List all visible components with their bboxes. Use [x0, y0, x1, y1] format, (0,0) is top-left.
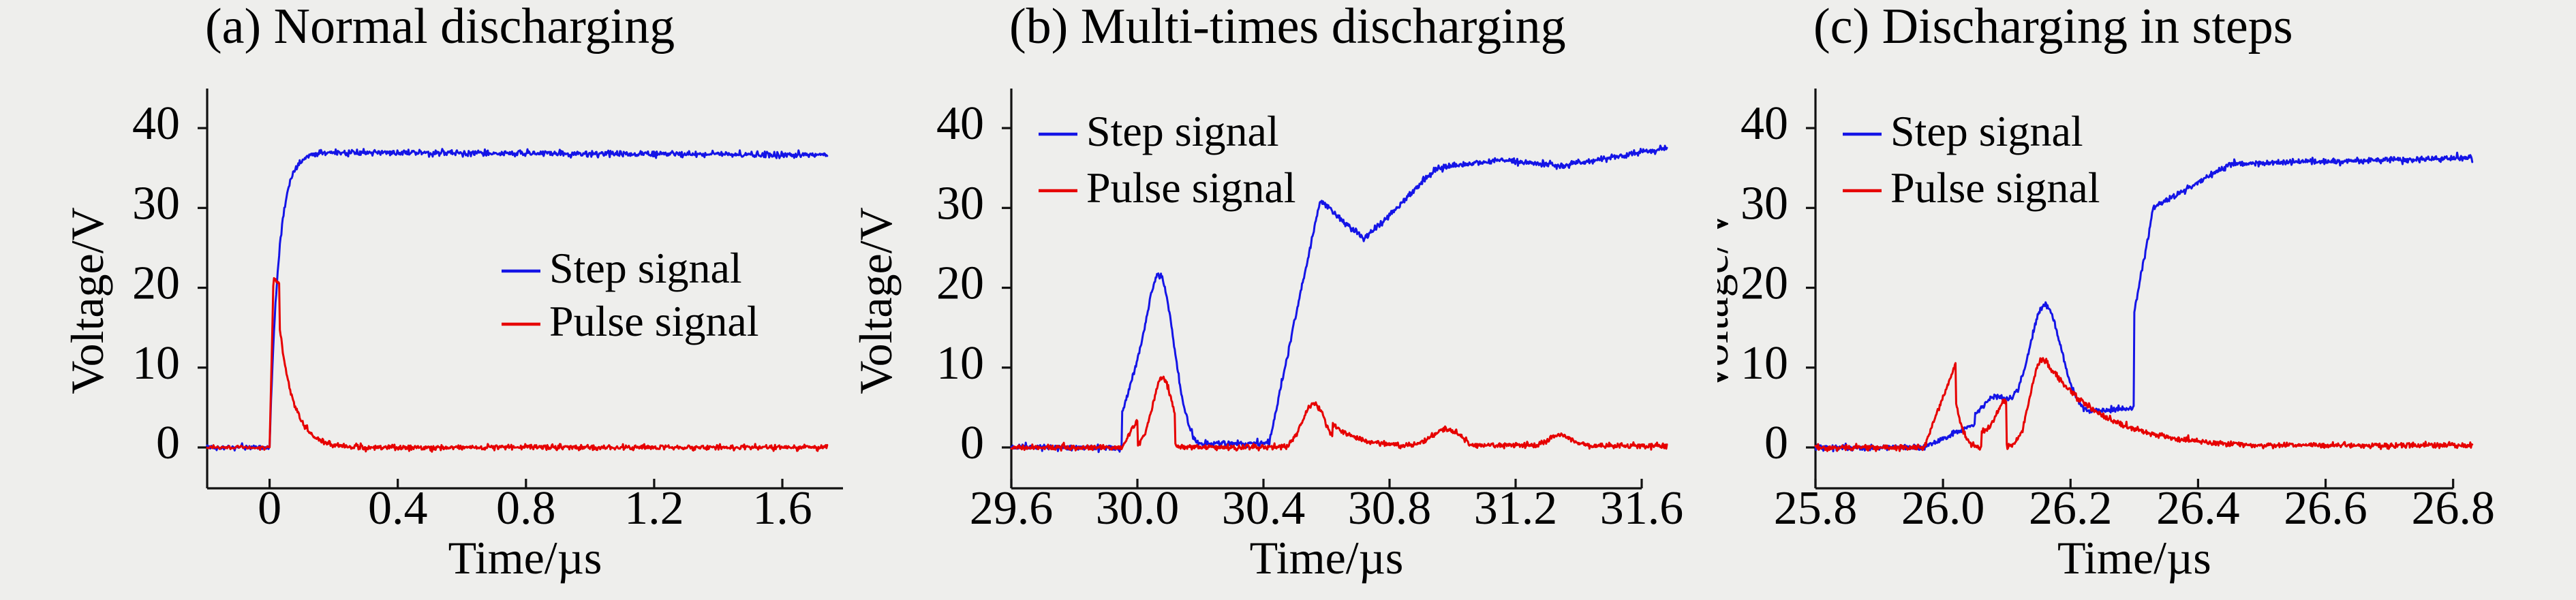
svg-text:31.2: 31.2 — [1474, 482, 1558, 535]
svg-text:0: 0 — [960, 417, 984, 469]
svg-text:Time/µs: Time/µs — [2057, 532, 2211, 584]
svg-text:(b) Multi-times discharging: (b) Multi-times discharging — [1009, 0, 1566, 54]
svg-text:20: 20 — [1741, 257, 1788, 310]
svg-text:(a) Normal discharging: (a) Normal discharging — [205, 0, 675, 54]
svg-text:26.4: 26.4 — [2156, 482, 2240, 535]
svg-text:40: 40 — [936, 97, 984, 150]
svg-text:Voltage/V: Voltage/V — [859, 207, 902, 394]
svg-text:20: 20 — [936, 257, 984, 310]
svg-text:20: 20 — [132, 257, 180, 310]
svg-text:10: 10 — [132, 337, 180, 390]
svg-text:40: 40 — [1741, 97, 1788, 150]
svg-text:Pulse signal: Pulse signal — [1086, 163, 1296, 212]
svg-text:Pulse signal: Pulse signal — [549, 297, 759, 345]
svg-text:30: 30 — [1741, 177, 1788, 230]
svg-text:1.2: 1.2 — [624, 482, 684, 535]
svg-text:Step signal: Step signal — [1086, 107, 1279, 155]
svg-text:30: 30 — [936, 177, 984, 230]
svg-text:30.0: 30.0 — [1096, 482, 1180, 535]
svg-text:10: 10 — [936, 337, 984, 390]
svg-text:26.2: 26.2 — [2029, 482, 2113, 535]
svg-text:0: 0 — [258, 482, 281, 535]
svg-text:26.0: 26.0 — [1901, 482, 1985, 535]
svg-text:Pulse signal: Pulse signal — [1890, 163, 2100, 212]
svg-text:26.6: 26.6 — [2284, 482, 2367, 535]
svg-text:25.8: 25.8 — [1774, 482, 1858, 535]
svg-text:Voltage/V: Voltage/V — [1717, 207, 1738, 394]
svg-text:1.6: 1.6 — [752, 482, 812, 535]
svg-text:29.6: 29.6 — [970, 482, 1054, 535]
svg-text:0: 0 — [156, 417, 180, 469]
svg-text:26.8: 26.8 — [2411, 482, 2495, 535]
svg-text:0: 0 — [1764, 417, 1788, 469]
svg-text:Time/µs: Time/µs — [1250, 532, 1404, 584]
svg-text:30: 30 — [132, 177, 180, 230]
svg-text:Step signal: Step signal — [1890, 107, 2083, 155]
svg-text:30.8: 30.8 — [1348, 482, 1432, 535]
svg-text:30.4: 30.4 — [1222, 482, 1306, 535]
svg-text:31.6: 31.6 — [1600, 482, 1684, 535]
svg-text:0.8: 0.8 — [496, 482, 556, 535]
svg-text:Step signal: Step signal — [549, 244, 742, 292]
svg-text:40: 40 — [132, 97, 180, 150]
svg-text:0.4: 0.4 — [368, 482, 428, 535]
svg-text:Time/µs: Time/µs — [448, 532, 602, 584]
svg-text:10: 10 — [1741, 337, 1788, 390]
svg-text:Voltage/V: Voltage/V — [61, 207, 113, 394]
svg-text:(c) Discharging in steps: (c) Discharging in steps — [1813, 0, 2293, 54]
